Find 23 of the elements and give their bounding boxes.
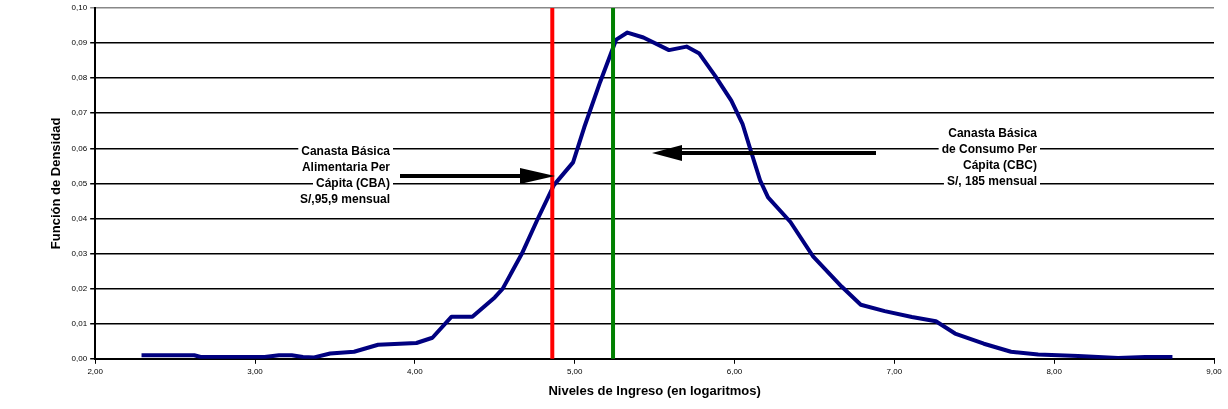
annotation: Canasta Básica Alimentaria Per Cápita (CBA) S/,95,9 mensual: [299, 144, 391, 207]
x-tick-label: 2,00: [87, 366, 104, 376]
y-tick-label: 0,07: [71, 108, 88, 118]
y-tick-label: 0,00: [71, 354, 88, 363]
y-tick-label: 0,09: [71, 38, 88, 48]
x-axis-title: Niveles de Ingreso (en logaritmos): [548, 382, 761, 398]
y-tick-label: 0,03: [71, 248, 88, 258]
y-tick-label: 0,06: [71, 143, 88, 153]
x-tick-label: 4,00: [407, 366, 424, 376]
x-tick-label: 7,00: [886, 366, 903, 376]
y-tick-label: 0,05: [71, 178, 88, 188]
x-tick-label: 9,00: [1206, 366, 1223, 376]
y-tick-label: 0,10: [71, 3, 88, 13]
y-tick-label: 0,01: [71, 318, 88, 328]
x-tick-label: 3,00: [247, 366, 264, 376]
x-tick-label: 6,00: [726, 366, 743, 376]
y-axis-title: Función de Densidad: [48, 117, 64, 250]
y-tick-label: 0,04: [71, 213, 88, 223]
x-tick-label: 8,00: [1046, 366, 1063, 376]
y-tick-label: 0,08: [71, 73, 88, 83]
x-tick-label: 5,00: [566, 366, 583, 376]
annotation: Canasta Básica de Consumo Per Cápita (CBC) S/, 185 mensual: [941, 126, 1038, 189]
y-tick-label: 0,02: [71, 283, 88, 293]
